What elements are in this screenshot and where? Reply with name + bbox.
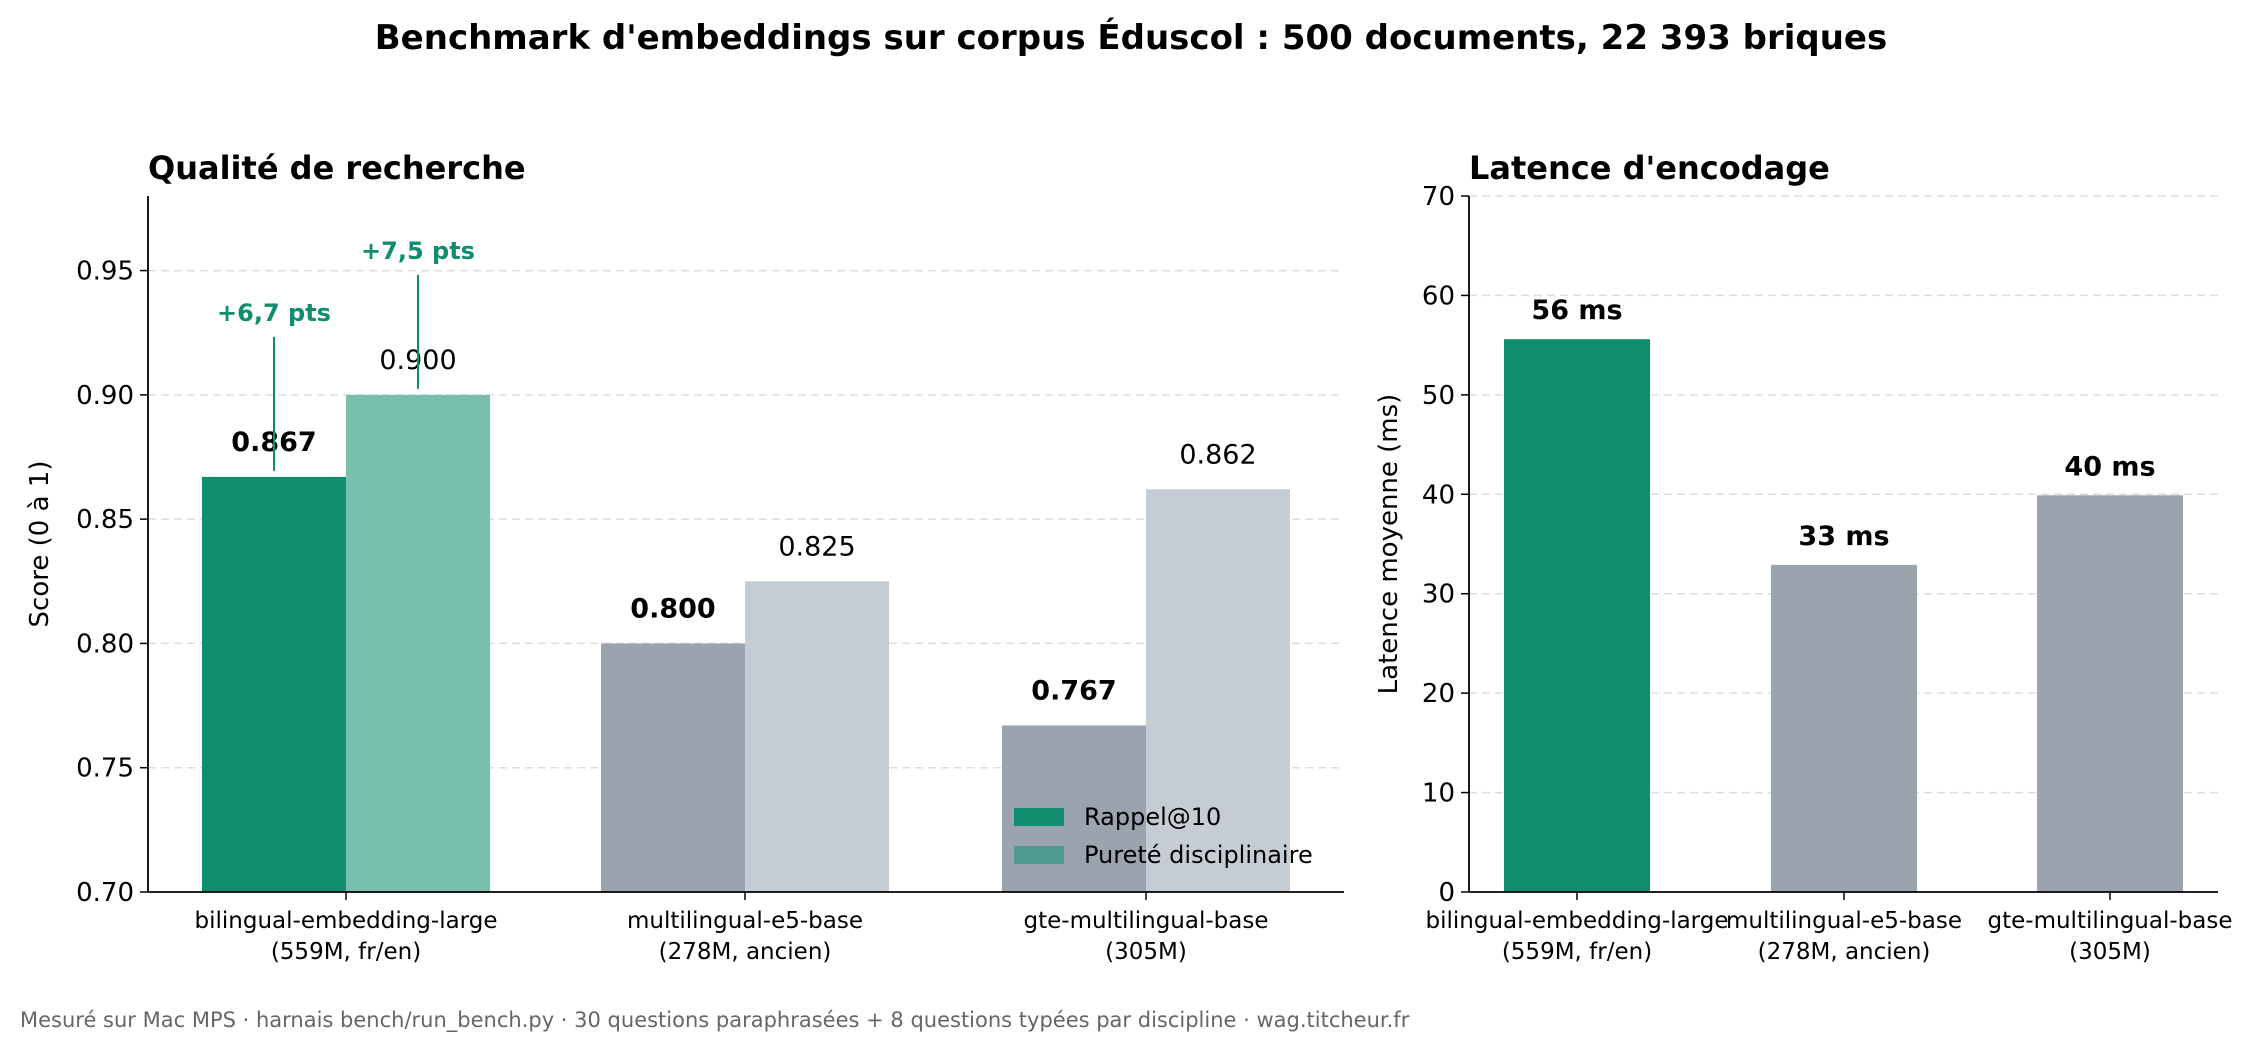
- delta-annotation: +6,7 pts: [217, 299, 331, 327]
- x-tick-label-line: (278M, ancien): [1758, 939, 1931, 965]
- bar-latency: [1771, 564, 1917, 892]
- bar-purete: [745, 581, 889, 892]
- data-label: 0.767: [1031, 675, 1116, 706]
- y-tick-label: 70: [1422, 182, 1455, 212]
- bar-purete: [1146, 489, 1290, 892]
- x-tick-label-line: bilingual-embedding-large: [1426, 908, 1729, 934]
- bar-rappel: [202, 476, 346, 892]
- y-tick-label: 40: [1422, 480, 1455, 510]
- x-tick-label-line: gte-multilingual-base: [1988, 908, 2233, 934]
- x-tick-label: gte-multilingual-base (305M): [1024, 908, 1269, 965]
- y-axis-label: Score (0 à 1): [25, 461, 55, 628]
- data-label: 0.862: [1179, 439, 1256, 470]
- y-tick-label: 60: [1422, 281, 1455, 311]
- x-tick-label-line: gte-multilingual-base: [1024, 908, 1269, 934]
- bar-purete: [346, 394, 490, 892]
- latency-chart: 0 10 20 30 40 50 60 70 56 ms bilingual-embedding-…: [1374, 149, 2233, 965]
- y-tick-label: 0.75: [76, 754, 134, 784]
- data-label: 40 ms: [2064, 451, 2155, 482]
- data-label: 56 ms: [1531, 295, 1622, 326]
- x-tick-label-line: (559M, fr/en): [1502, 939, 1652, 965]
- y-tick-label: 30: [1422, 580, 1455, 610]
- legend-swatch: [1014, 846, 1064, 864]
- y-tick-label: 20: [1422, 679, 1455, 709]
- y-axis-label: Latence moyenne (ms): [1374, 394, 1404, 695]
- data-label: 0.800: [630, 593, 715, 624]
- chart-title: Latence d'encodage: [1469, 149, 1830, 187]
- x-tick-label-line: (305M): [2069, 939, 2151, 965]
- x-tick-label-line: (305M): [1105, 939, 1187, 965]
- bar-rappel: [601, 643, 745, 892]
- x-tick-label: bilingual-embedding-large (559M, fr/en): [195, 908, 498, 965]
- footer-note: Mesuré sur Mac MPS · harnais bench/run_b…: [20, 1008, 1410, 1032]
- x-tick-label: bilingual-embedding-large (559M, fr/en): [1426, 908, 1729, 965]
- figure-title: Benchmark d'embeddings sur corpus Édusco…: [374, 18, 1888, 58]
- x-tick-label-line: (559M, fr/en): [271, 939, 421, 965]
- legend-label: Rappel@10: [1084, 803, 1221, 831]
- y-tick-label: 50: [1422, 381, 1455, 411]
- bar-latency: [2037, 495, 2183, 892]
- x-tick-label: multilingual-e5-base (278M, ancien): [627, 908, 863, 965]
- x-tick-label-line: (278M, ancien): [659, 939, 832, 965]
- bar-latency: [1504, 339, 1650, 893]
- y-tick-label: 0.90: [76, 381, 134, 411]
- y-tick-label: 0: [1438, 878, 1455, 908]
- y-tick-label: 10: [1422, 779, 1455, 809]
- y-tick-label: 0.95: [76, 257, 134, 287]
- delta-annotation: +7,5 pts: [361, 237, 475, 265]
- x-tick-label: multilingual-e5-base (278M, ancien): [1726, 908, 1962, 965]
- x-tick-label-line: multilingual-e5-base: [627, 908, 863, 934]
- y-tick-label: 0.85: [76, 505, 134, 535]
- x-tick-label-line: bilingual-embedding-large: [195, 908, 498, 934]
- chart-title: Qualité de recherche: [148, 149, 526, 187]
- x-tick-label-line: multilingual-e5-base: [1726, 908, 1962, 934]
- x-tick-label: gte-multilingual-base (305M): [1988, 908, 2233, 965]
- data-label: 0.825: [778, 531, 855, 562]
- legend-swatch: [1014, 808, 1064, 826]
- data-label: 33 ms: [1798, 521, 1889, 552]
- y-tick-label: 0.70: [76, 878, 134, 908]
- legend-label: Pureté disciplinaire: [1084, 841, 1313, 869]
- y-tick-label: 0.80: [76, 629, 134, 659]
- quality-chart: 0.70 0.75 0.80 0.85 0.90 0.95 bilingual-embedd…: [25, 149, 1344, 965]
